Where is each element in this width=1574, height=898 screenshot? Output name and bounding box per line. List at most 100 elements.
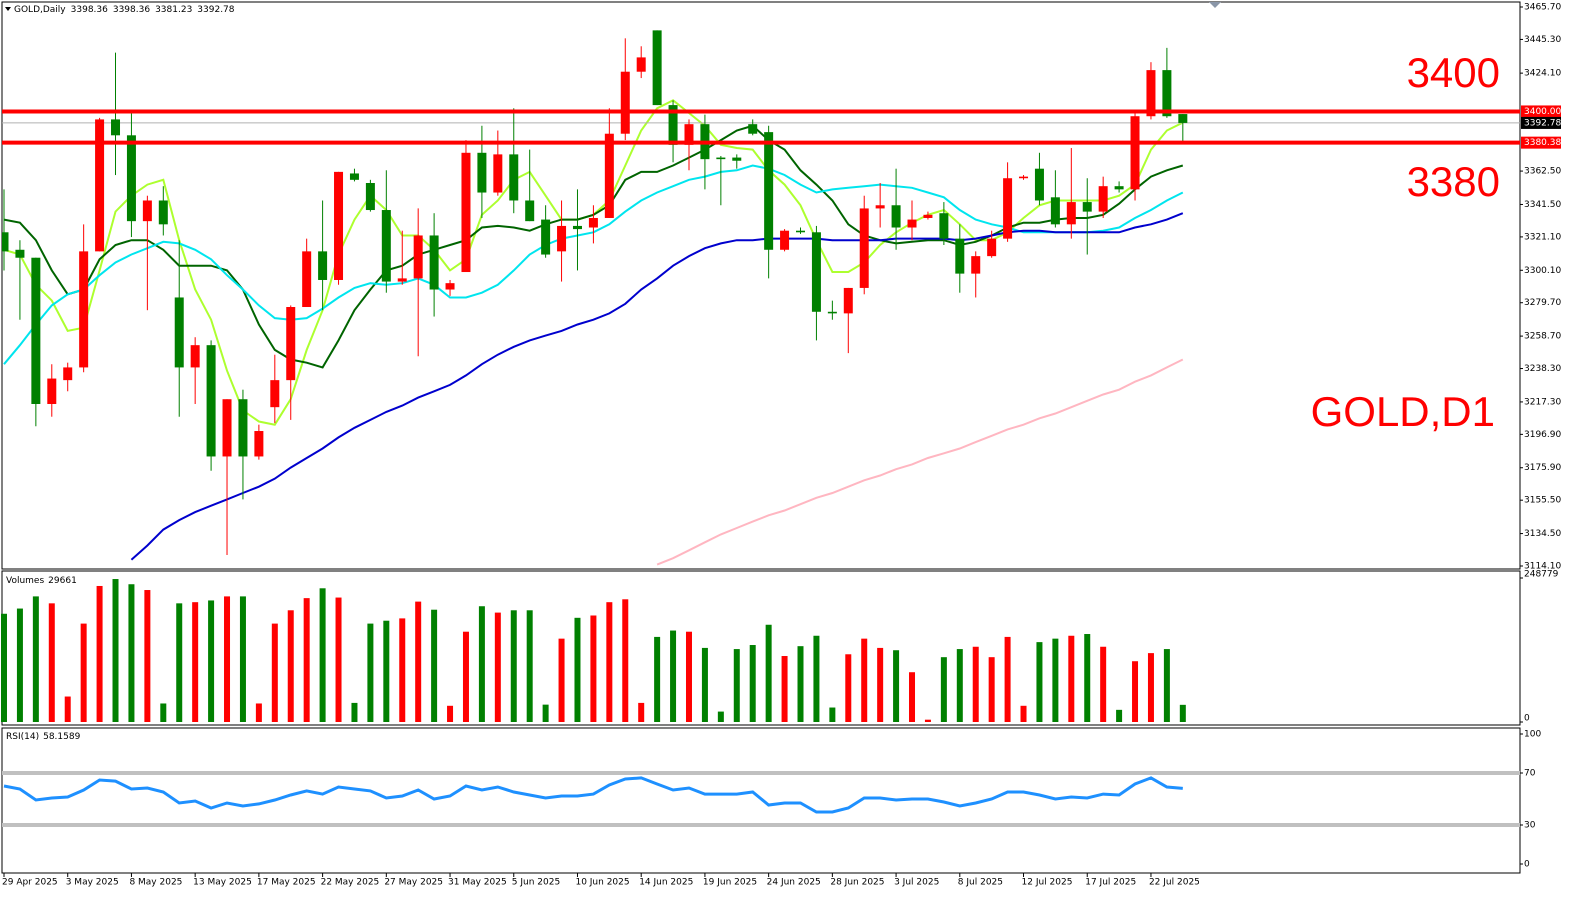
y-tick-label: 0: [1524, 714, 1530, 724]
volume-bar: [431, 609, 438, 722]
volume-bar: [1132, 661, 1139, 722]
y-tick-label: 3134.50: [1524, 529, 1561, 539]
volume-bar: [877, 647, 884, 722]
volume-bar: [128, 584, 135, 722]
candle-body: [1130, 116, 1140, 190]
volume-bar: [893, 650, 900, 722]
candle-body: [222, 399, 232, 457]
chart-header: GOLD,Daily 3398.36 3398.36 3381.23 3392.78: [14, 5, 235, 15]
y-tick-label: 3300.10: [1524, 266, 1561, 276]
volume-bar: [813, 635, 820, 722]
candle-body: [971, 256, 981, 274]
price-tag-label: 3392.78: [1524, 118, 1561, 128]
volume-bar: [924, 719, 931, 722]
candle-body: [142, 200, 152, 222]
volume-bar: [542, 704, 549, 722]
candle-body: [63, 367, 73, 381]
candle-body: [206, 345, 216, 457]
volume-bar: [1004, 636, 1011, 722]
x-tick-label: 19 Jun 2025: [703, 878, 757, 888]
main-panel: [1, 1, 1521, 570]
candle-body: [429, 235, 439, 290]
volume-bar: [80, 623, 87, 722]
candle-body: [636, 57, 646, 72]
candle-body: [588, 217, 598, 228]
volume-bar: [685, 631, 692, 722]
candle-body: [1003, 178, 1013, 239]
candle-body: [397, 278, 407, 282]
candle-body: [604, 133, 614, 218]
candle-body: [509, 154, 519, 201]
volume-bar: [1116, 709, 1123, 722]
y-tick-label: 248779: [1524, 570, 1559, 580]
candle-body: [620, 71, 630, 134]
candle-body: [1178, 114, 1188, 123]
candle-body: [126, 135, 136, 222]
candle-body: [827, 311, 837, 314]
volume-bar: [239, 596, 246, 722]
y-tick-label: 3114.10: [1524, 562, 1561, 572]
main-plot: [2, 30, 1520, 566]
header-value: 3398.36: [113, 5, 150, 15]
x-tick-label: 31 May 2025: [448, 878, 507, 888]
volume-bar: [462, 631, 469, 722]
panel-title-part: Volumes: [6, 576, 44, 586]
volume-bar: [192, 602, 199, 722]
header-value: GOLD,Daily: [14, 5, 66, 15]
volume-bar: [638, 702, 645, 722]
header-arrow: [5, 7, 11, 11]
candle-body: [748, 124, 758, 134]
volume-bar: [335, 597, 342, 722]
y-tick-label: 3424.10: [1524, 69, 1561, 79]
y-tick-label: 3279.70: [1524, 298, 1561, 308]
volume-bar: [319, 588, 326, 722]
candle-body: [684, 124, 694, 145]
volume-bar: [749, 645, 756, 722]
candle-body: [1162, 70, 1172, 117]
x-tick-label: 27 May 2025: [384, 878, 443, 888]
candle-body: [1066, 202, 1076, 225]
annotation: 3380: [1407, 158, 1500, 205]
candle-body: [445, 283, 455, 290]
candle-body: [557, 225, 567, 252]
x-tick-label: 3 May 2025: [66, 878, 119, 888]
volume-bar: [478, 606, 485, 722]
candle-body: [732, 157, 742, 161]
candle-body: [572, 225, 582, 230]
candle-body: [939, 213, 949, 239]
candle-body: [111, 119, 121, 136]
y-tick-label: 30: [1524, 821, 1536, 831]
candle-body: [334, 171, 344, 280]
panel-title-part: RSI(14): [6, 732, 39, 742]
y-tick-label: 3175.90: [1524, 463, 1561, 473]
header-value: 3392.78: [197, 5, 234, 15]
volume-bar: [558, 638, 565, 722]
candle-body: [2, 232, 9, 252]
candle-body: [95, 119, 105, 252]
volume-bar: [861, 638, 868, 722]
volume-bar: [956, 649, 963, 722]
candle-body: [79, 251, 89, 368]
volume-bar: [940, 657, 947, 722]
panel-title: Volumes 29661: [6, 576, 77, 586]
candle-body: [1034, 168, 1044, 201]
candle-body: [525, 200, 535, 222]
x-tick-label: 17 May 2025: [257, 878, 316, 888]
candle-body: [668, 105, 678, 145]
panel-title-part: 58.1589: [43, 732, 80, 742]
volume-bar: [1179, 704, 1186, 722]
x-tick-label: 8 Jul 2025: [958, 878, 1003, 888]
level-tag: [1521, 136, 1561, 149]
header-value: 3398.36: [71, 5, 108, 15]
x-tick-label: 24 Jun 2025: [767, 878, 821, 888]
x-tick-label: 12 Jul 2025: [1022, 878, 1073, 888]
volume-bar: [1052, 638, 1059, 722]
x-tick-label: 5 Jun 2025: [512, 878, 560, 888]
volume-bar: [351, 702, 358, 722]
candle-body: [31, 257, 41, 404]
x-tick-label: 3 Jul 2025: [894, 878, 939, 888]
candle-body: [381, 210, 391, 282]
volume-bar: [367, 623, 374, 722]
volume-bar: [96, 585, 103, 722]
